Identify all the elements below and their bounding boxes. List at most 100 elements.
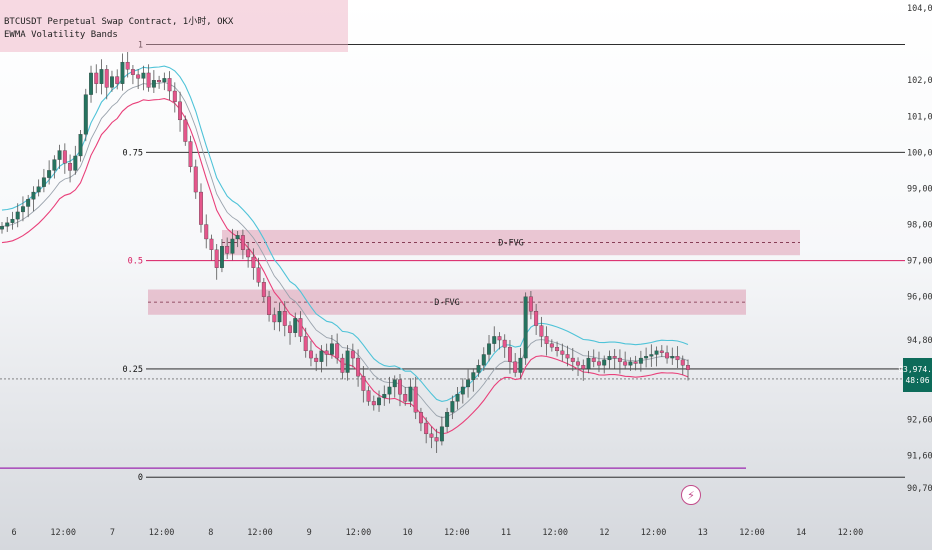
candle-body bbox=[544, 336, 549, 344]
x-tick-label: 12:00 bbox=[444, 528, 470, 538]
x-tick-label: 13 bbox=[698, 528, 708, 538]
lightning-icon[interactable]: ⚡ bbox=[681, 485, 701, 505]
candle-body bbox=[120, 61, 125, 84]
candle-body bbox=[602, 359, 607, 366]
candle-body bbox=[26, 199, 31, 207]
candle-body bbox=[460, 386, 465, 395]
candle-body bbox=[659, 350, 664, 353]
bar-countdown: 48:06 bbox=[905, 376, 930, 385]
candle-body bbox=[146, 72, 151, 88]
candle-body bbox=[424, 422, 429, 435]
lower-band-line bbox=[1, 98, 689, 435]
indicator-title: EWMA Volatility Bands bbox=[4, 30, 118, 40]
candle-body bbox=[565, 354, 570, 359]
x-axis: 6 12:00 7 12:00 8 12:00 9 12:00 10 12:00 11 12:00 12… bbox=[11, 528, 863, 538]
candle-body bbox=[413, 386, 418, 413]
symbol-title: BTCUSDT Perpetual Swap Contract, 1小时, OK… bbox=[4, 17, 234, 27]
candle-body bbox=[481, 354, 486, 366]
x-tick-label: 12:00 bbox=[739, 528, 765, 538]
candle-body bbox=[670, 356, 675, 359]
candle-body bbox=[403, 394, 408, 402]
candle-body bbox=[466, 379, 471, 388]
candle-body bbox=[591, 357, 596, 362]
candle-body bbox=[303, 336, 308, 352]
candle-body bbox=[57, 150, 62, 160]
candle-body bbox=[560, 350, 565, 355]
x-tick-label: 12:00 bbox=[247, 528, 273, 538]
fib-label: 0.25 bbox=[123, 365, 143, 375]
candle-body bbox=[329, 343, 334, 355]
candle-body bbox=[633, 361, 638, 364]
candle-body bbox=[230, 238, 235, 254]
y-tick-label: 98,000.0 bbox=[907, 221, 932, 231]
x-tick-label: 12:00 bbox=[149, 528, 175, 538]
candle-body bbox=[52, 159, 57, 171]
candle-body bbox=[487, 343, 491, 355]
y-axis: 104,000.0 102,000.0 101,000.0 100,000.0 99,0… bbox=[907, 4, 932, 494]
candle-body bbox=[377, 397, 381, 406]
x-tick-label: 12:00 bbox=[641, 528, 667, 538]
legend-panel: BTCUSDT Perpetual Swap Contract, 1小时, OK… bbox=[0, 0, 348, 52]
candle-body bbox=[508, 347, 512, 362]
candle-body bbox=[534, 311, 539, 326]
candle-body bbox=[597, 361, 601, 366]
candle-body bbox=[319, 350, 324, 362]
candle-body bbox=[350, 350, 355, 359]
candle-body bbox=[31, 191, 36, 200]
candle-body bbox=[246, 249, 251, 258]
candle-body bbox=[314, 357, 319, 362]
candle-body bbox=[89, 72, 93, 95]
x-tick-label: 12:00 bbox=[50, 528, 76, 538]
candle-body bbox=[523, 296, 528, 359]
candle-body bbox=[471, 372, 476, 380]
candle-body bbox=[209, 238, 214, 250]
candle-body bbox=[256, 267, 261, 283]
y-tick-label: 99,000.0 bbox=[907, 184, 932, 194]
candle-body bbox=[408, 386, 413, 402]
candle-body bbox=[497, 336, 502, 341]
last-price-badge: 93,974.1 48:06 bbox=[898, 358, 932, 392]
candle-body bbox=[151, 80, 156, 88]
candle-body bbox=[272, 314, 277, 323]
candle-body bbox=[654, 350, 659, 355]
candle-body bbox=[240, 235, 245, 250]
candle-body bbox=[607, 356, 612, 361]
candle-body bbox=[445, 412, 450, 427]
y-tick-label: 102,000.0 bbox=[907, 76, 932, 86]
candle-body bbox=[586, 357, 591, 370]
candle-body bbox=[309, 350, 313, 359]
candle-body bbox=[335, 343, 340, 359]
candle-body bbox=[99, 69, 104, 84]
candle-body bbox=[0, 226, 4, 230]
candle-body bbox=[492, 336, 497, 344]
y-tick-label: 97,000.0 bbox=[907, 257, 932, 267]
candle-body bbox=[392, 379, 397, 388]
candle-body bbox=[125, 61, 130, 70]
fib-label: 0.5 bbox=[128, 257, 143, 267]
candle-body bbox=[649, 354, 654, 357]
fib-label: 0 bbox=[138, 473, 143, 483]
candle-body bbox=[345, 350, 350, 373]
candle-body bbox=[94, 72, 99, 84]
candle-body bbox=[528, 296, 533, 312]
candle-body bbox=[110, 76, 114, 88]
candle-body bbox=[434, 437, 439, 442]
candle-body bbox=[141, 72, 146, 79]
candle-body bbox=[450, 401, 455, 413]
candle-body bbox=[267, 296, 272, 315]
y-tick-label: 96,000.0 bbox=[907, 293, 932, 303]
candle-body bbox=[41, 177, 46, 187]
candle-body bbox=[398, 379, 402, 395]
fib-label: 1 bbox=[138, 40, 143, 50]
candle-body bbox=[104, 69, 109, 88]
x-tick-label: 12:00 bbox=[542, 528, 568, 538]
candle-body bbox=[5, 222, 10, 227]
candle-body bbox=[282, 311, 287, 326]
candle-body bbox=[10, 218, 15, 223]
candle-body bbox=[675, 356, 680, 361]
candle-body bbox=[382, 394, 387, 398]
candle-body bbox=[476, 365, 481, 373]
x-tick-label: 9 bbox=[307, 528, 312, 538]
